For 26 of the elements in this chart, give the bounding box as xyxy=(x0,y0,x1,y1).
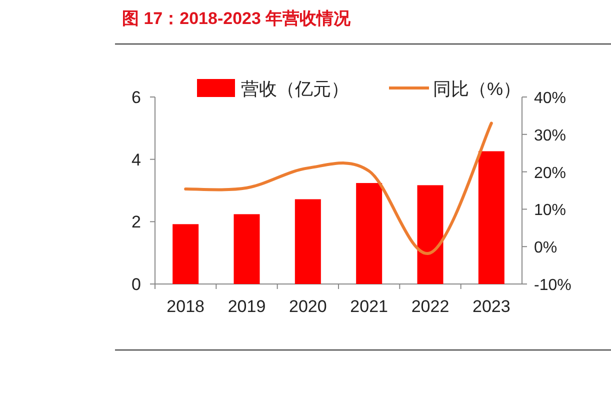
bar xyxy=(234,214,260,284)
legend-label: 同比（%） xyxy=(433,79,522,99)
x-tick-label: 2021 xyxy=(350,297,388,316)
bar xyxy=(294,199,321,284)
bar xyxy=(417,185,444,284)
bar xyxy=(356,183,382,284)
x-tick-label: 2019 xyxy=(228,297,266,316)
y-tick-label: 0 xyxy=(132,275,141,294)
y2-tick-label: 30% xyxy=(534,127,566,144)
chart-title: 图 17：2018-2023 年营收情况 xyxy=(122,9,352,28)
x-tick-label: 2022 xyxy=(411,297,450,316)
y-tick-label: 4 xyxy=(132,150,141,170)
y-tick-label: 2 xyxy=(132,212,141,232)
y2-tick-label: 20% xyxy=(534,164,566,182)
y2-tick-label: 10% xyxy=(534,202,566,220)
bar xyxy=(478,151,504,284)
y2-tick-label: -10% xyxy=(534,277,572,294)
x-tick-label: 2018 xyxy=(166,297,204,316)
bar xyxy=(172,224,199,284)
y2-tick-label: 0% xyxy=(534,240,558,257)
y-tick-label: 6 xyxy=(132,88,141,107)
y2-tick-label: 40% xyxy=(534,90,566,107)
line-series xyxy=(184,122,493,255)
x-tick-label: 2023 xyxy=(472,297,510,316)
x-tick-label: 2020 xyxy=(289,297,327,316)
legend-label: 营收（亿元） xyxy=(241,79,349,99)
